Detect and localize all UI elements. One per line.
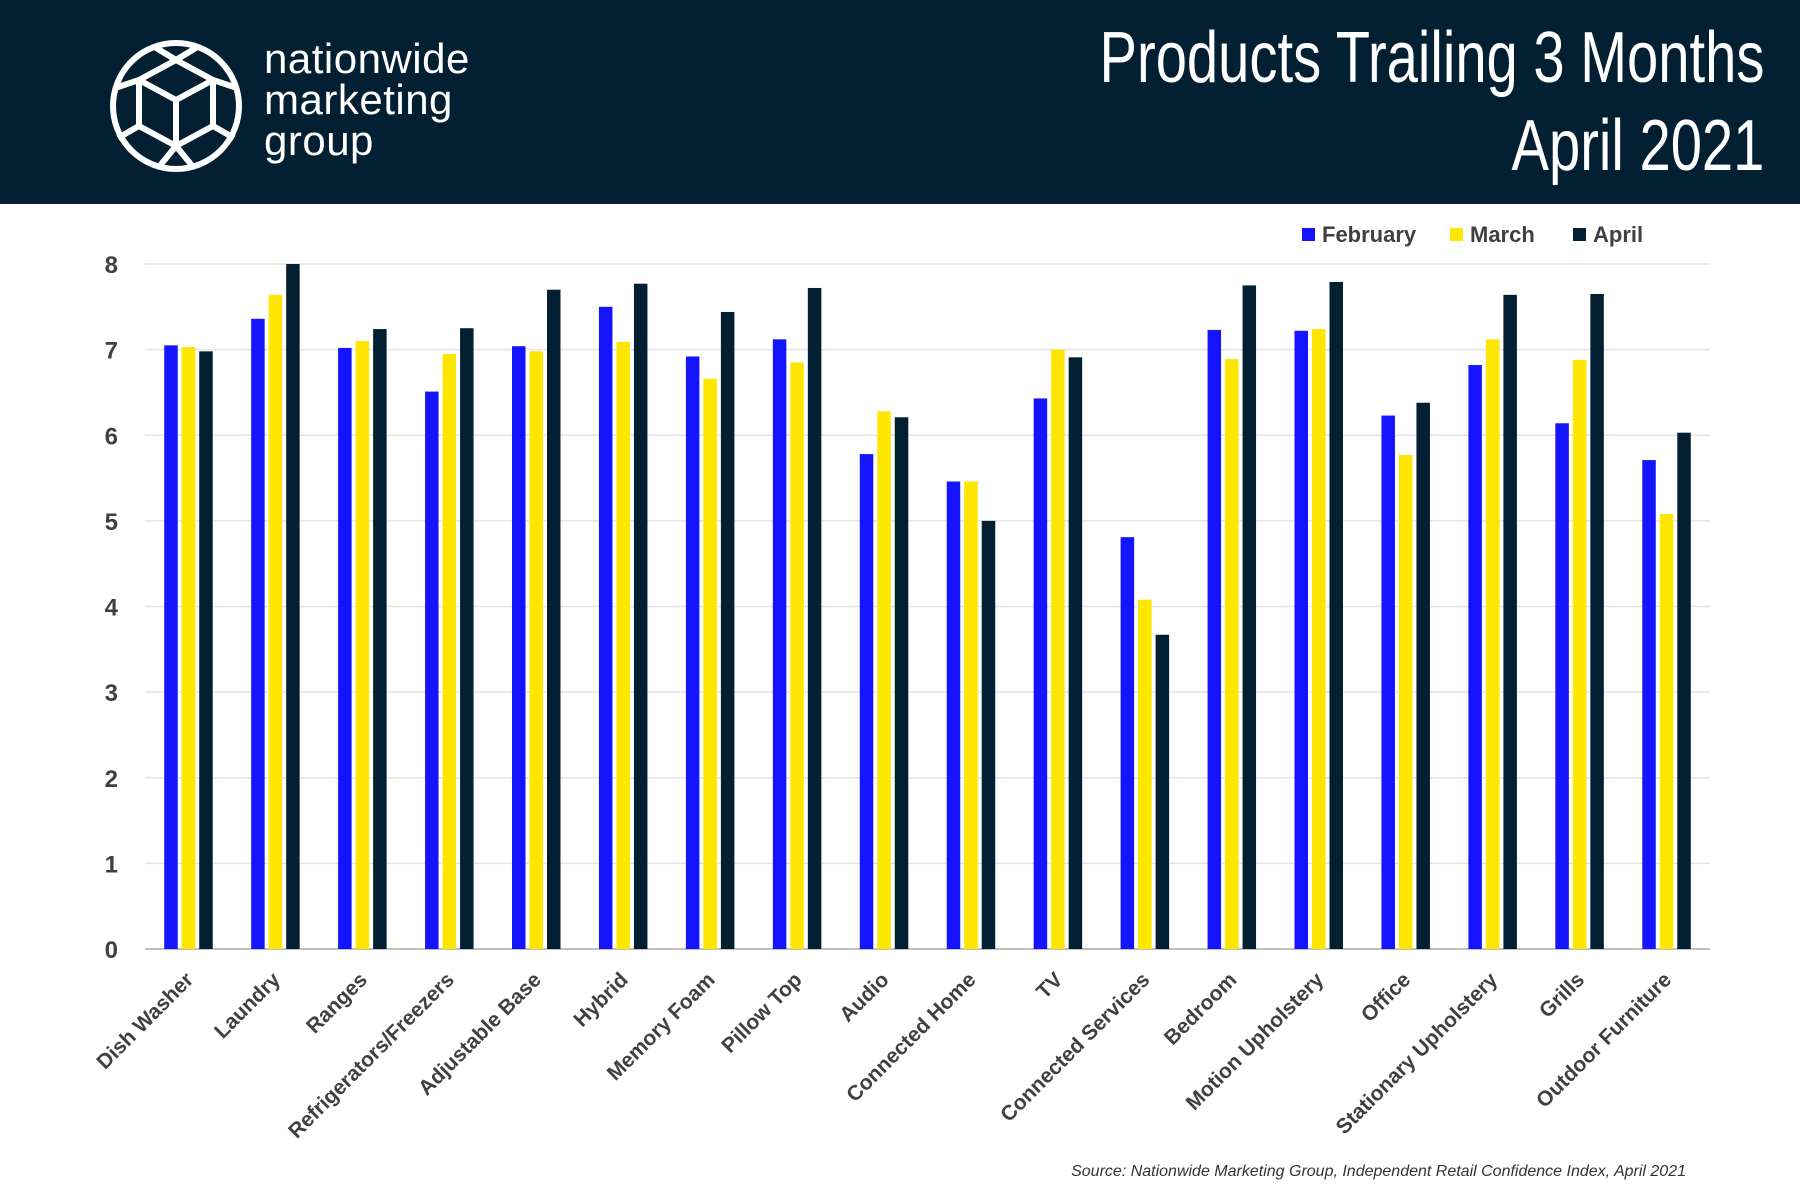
bar-march xyxy=(442,353,457,949)
bar-march xyxy=(355,341,370,949)
y-tick-label: 8 xyxy=(105,252,118,279)
bar-february xyxy=(251,318,265,949)
brand-line-2: marketing xyxy=(264,76,453,123)
x-tick-label: Pillow Top xyxy=(717,968,806,1057)
x-tick-label: Grills xyxy=(1535,968,1589,1022)
x-axis-ticks: Dish Washer Laundry RangesRefrigerators/Fr… xyxy=(92,968,1676,1143)
legend-swatch-march xyxy=(1450,228,1463,241)
bar-april xyxy=(373,329,387,949)
bar-february xyxy=(1642,460,1656,949)
legend-label-march: March xyxy=(1470,222,1535,247)
bar-february xyxy=(1120,537,1135,949)
bar-february xyxy=(772,339,787,950)
bar-april xyxy=(1155,634,1170,949)
bar-march xyxy=(1225,359,1239,949)
y-tick-label: 6 xyxy=(105,423,118,450)
bar-february xyxy=(1207,329,1222,949)
bar-february xyxy=(946,481,961,949)
bar-march xyxy=(1659,514,1674,949)
bar-april xyxy=(1590,293,1604,949)
bar-march xyxy=(964,481,978,949)
title-line-1: Products Trailing 3 Months xyxy=(1099,18,1764,98)
bar-april xyxy=(547,289,561,949)
bar-april xyxy=(199,351,213,949)
legend: February March April xyxy=(1302,222,1643,247)
x-tick-label: Dish Washer xyxy=(92,968,198,1074)
bar-february xyxy=(512,346,526,949)
bar-march xyxy=(1485,339,1500,950)
bar-april xyxy=(1242,285,1257,949)
legend-label-april: April xyxy=(1593,222,1643,247)
bar-march xyxy=(268,294,283,949)
x-tick-label: Refrigerators/Freezers xyxy=(284,968,459,1143)
x-tick-label: Stationary Upholstery xyxy=(1332,968,1503,1139)
y-tick-label: 0 xyxy=(105,937,118,964)
bar-april xyxy=(460,328,474,949)
bar-march xyxy=(790,362,804,949)
bar-april xyxy=(720,311,735,949)
bar-march xyxy=(703,378,717,949)
y-tick-label: 3 xyxy=(105,680,118,707)
bar-february xyxy=(1555,423,1569,949)
legend-swatch-february xyxy=(1302,228,1315,241)
y-tick-label: 4 xyxy=(105,595,119,622)
bar-march xyxy=(877,411,891,949)
bar-march xyxy=(529,351,543,949)
title-line-2: April 2021 xyxy=(1511,106,1764,186)
bar-february xyxy=(1294,330,1308,950)
bar-april xyxy=(894,417,909,949)
bar-april xyxy=(807,287,822,950)
bar-march xyxy=(1572,359,1587,949)
brand-line-3: group xyxy=(264,117,374,164)
header-banner: nationwide marketing group Products Trai… xyxy=(0,0,1800,204)
bar-february xyxy=(1468,365,1482,950)
bar-march xyxy=(1138,599,1152,949)
y-tick-label: 2 xyxy=(105,766,118,793)
bar-april xyxy=(633,283,648,950)
bar-april xyxy=(1677,432,1691,949)
bar-april xyxy=(1329,281,1343,949)
bar-february xyxy=(685,356,700,950)
x-tick-label: Connected Services xyxy=(996,968,1154,1126)
bar-march xyxy=(1312,329,1326,949)
bar-february xyxy=(1033,398,1048,949)
bar-february xyxy=(859,454,874,949)
legend-swatch-april xyxy=(1573,228,1586,241)
bar-february xyxy=(1381,415,1395,949)
x-tick-label: Office xyxy=(1357,968,1415,1026)
bar-february xyxy=(425,391,439,949)
y-tick-label: 1 xyxy=(105,851,118,878)
y-axis-ticks: 0 1 2 3 4 5 6 7 8 xyxy=(105,252,119,964)
x-tick-label: TV xyxy=(1032,968,1067,1003)
bar-march xyxy=(616,341,630,949)
page-title: Products Trailing 3 Months April 2021 xyxy=(1099,14,1764,190)
x-tick-label: Laundry xyxy=(210,968,285,1043)
bar-february xyxy=(338,347,352,950)
legend-label-february: February xyxy=(1322,222,1417,247)
bar-march xyxy=(1398,454,1413,949)
bar-april xyxy=(1416,402,1430,949)
bar-march xyxy=(1051,349,1065,949)
x-tick-label: Hybrid xyxy=(569,968,632,1031)
y-tick-label: 7 xyxy=(105,338,118,365)
bar-april xyxy=(286,264,300,949)
source-note: Source: Nationwide Marketing Group, Inde… xyxy=(1071,1163,1686,1180)
x-tick-label: Bedroom xyxy=(1160,968,1241,1049)
bar-march xyxy=(181,347,196,949)
y-tick-label: 5 xyxy=(105,509,118,536)
bar-chart: 0 1 2 3 4 5 6 7 8 Dish Washer Laundry RangesRefrig… xyxy=(92,222,1710,1143)
bar-april xyxy=(1068,357,1083,949)
bar-april xyxy=(981,520,996,949)
x-tick-label: Audio xyxy=(835,968,893,1026)
x-tick-label: Ranges xyxy=(302,968,372,1038)
bars xyxy=(164,264,1691,950)
gridlines xyxy=(145,263,1710,950)
bar-february xyxy=(164,345,178,949)
brand-line-1: nationwide xyxy=(264,35,470,82)
brand-name: nationwide marketing group xyxy=(264,35,470,164)
bar-april xyxy=(1503,294,1517,949)
logo-icon xyxy=(110,40,242,172)
bar-february xyxy=(598,306,613,949)
